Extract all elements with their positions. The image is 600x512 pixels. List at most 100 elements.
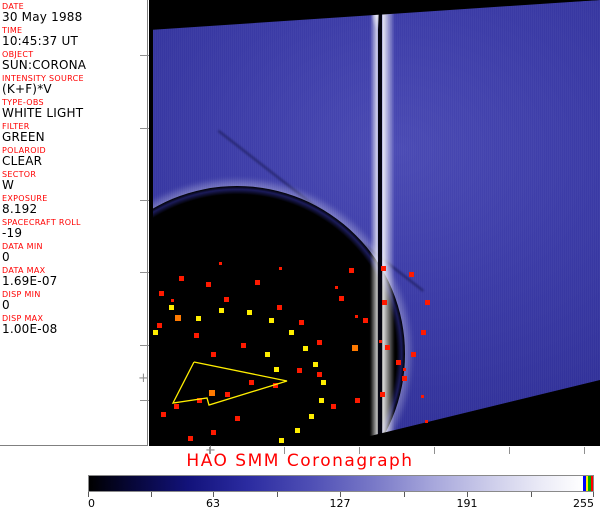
header-field-label: DISP MIN [2, 290, 41, 299]
colorbar-tick-label: 127 [329, 497, 351, 510]
marker-red-square [382, 300, 387, 305]
marker-red-square [380, 392, 385, 397]
header-field: FILTER GREEN [2, 122, 147, 144]
image-tick-bottom [359, 447, 360, 454]
header-field-label: INTENSITY SOURCE [2, 74, 84, 83]
header-field-label: DISP MAX [2, 314, 44, 323]
marker-red-square [241, 343, 246, 348]
marker-yellow-square [295, 428, 300, 433]
header-field-value: -19 [2, 226, 23, 240]
header-field-label: FILTER [2, 122, 30, 131]
header-field-value: 30 May 1988 [2, 10, 83, 24]
pylon-left-glow [370, 0, 378, 446]
header-field: POLAROID CLEAR [2, 146, 147, 168]
colorbar-tick-label: 255 [573, 497, 594, 510]
marker-red-square [211, 352, 216, 357]
header-field-value: 0 [2, 298, 10, 312]
marker-yellow-square [219, 308, 224, 313]
image-tick-bottom [509, 447, 510, 454]
header-field-value: 1.00E-08 [2, 322, 58, 336]
header-field: SPACECRAFT ROLL -19 [2, 218, 147, 240]
header-field: DATA MAX 1.69E-07 [2, 266, 147, 288]
marker-red-square [317, 340, 322, 345]
marker-yellow-square [303, 346, 308, 351]
image-tick-left [140, 128, 149, 129]
header-field-label: DATA MAX [2, 266, 46, 275]
marker-orange-x [175, 315, 181, 321]
marker-red-square [273, 383, 278, 388]
header-field: DISP MIN 0 [2, 290, 147, 312]
colorbar-tick [403, 492, 405, 497]
marker-red-square [349, 268, 354, 273]
marker-red-square [188, 436, 193, 441]
header-field: DATA MIN 0 [2, 242, 147, 264]
colorbar-tick [530, 492, 532, 497]
header-field-label: SPACECRAFT ROLL [2, 218, 81, 227]
header-field-value: WHITE LIGHT [2, 106, 84, 120]
header-field-value: SUN:CORONA [2, 58, 87, 72]
image-header-panel: DATE 30 May 1988 TIME 10:45:37 UT OBJECT SUN:… [0, 0, 148, 446]
colorbar-overlay-stripe [590, 476, 593, 491]
marker-red-square [339, 296, 344, 301]
header-field: DISP MAX 1.00E-08 [2, 314, 147, 336]
pylon-right-glow [382, 0, 394, 446]
header-field: INTENSITY SOURCE (K+F)*V [2, 74, 147, 96]
header-field-value: CLEAR [2, 154, 43, 168]
marker-red-point [171, 299, 174, 302]
marker-red-point [219, 262, 222, 265]
colorbar-overlay-stripe [583, 476, 586, 491]
marker-red-point [355, 315, 358, 318]
colorbar-tick [88, 492, 89, 497]
marker-red-square [411, 352, 416, 357]
marker-orange-x [352, 345, 358, 351]
marker-yellow-square [274, 367, 279, 372]
marker-yellow-square [265, 352, 270, 357]
marker-red-square [299, 320, 304, 325]
marker-red-square [396, 360, 401, 365]
colorbar-tick [276, 492, 278, 497]
marker-red-square [255, 280, 260, 285]
colorbar-tick [212, 492, 214, 497]
marker-red-point [425, 420, 428, 423]
marker-red-square [355, 398, 360, 403]
header-field-label: SECTOR [2, 170, 37, 179]
frame-edge-left [149, 0, 153, 446]
marker-red-square [297, 368, 302, 373]
header-field-value: GREEN [2, 130, 45, 144]
marker-red-square [331, 404, 336, 409]
feature-markers [149, 0, 600, 446]
marker-red-square [235, 416, 240, 421]
header-field-label: OBJECT [2, 50, 34, 59]
image-center-crosshair-left: + [138, 371, 149, 386]
header-field-value: (K+F)*V [2, 82, 52, 96]
marker-yellow-square [289, 330, 294, 335]
header-field-label: EXPOSURE [2, 194, 48, 203]
header-field-label: TIME [2, 26, 23, 35]
marker-red-square [277, 305, 282, 310]
marker-red-square [381, 266, 386, 271]
marker-red-point [379, 340, 382, 343]
image-center-crosshair-bottom: + [205, 443, 216, 458]
marker-yellow-square [279, 438, 284, 443]
marker-yellow-square [169, 305, 174, 310]
marker-red-square [211, 430, 216, 435]
colorbar-tick-label: 0 [88, 497, 95, 510]
marker-red-square [385, 345, 390, 350]
image-tick-left [140, 55, 149, 56]
marker-red-point [421, 395, 424, 398]
marker-yellow-square [269, 318, 274, 323]
header-field: EXPOSURE 8.192 [2, 194, 147, 216]
image-tick-left [140, 200, 149, 201]
pylon-bar [378, 0, 382, 446]
marker-red-square [249, 380, 254, 385]
colorbar-overlay-stripe [585, 476, 588, 491]
colorbar[interactable] [88, 475, 594, 492]
image-tick-bottom [584, 447, 585, 454]
header-field-label: POLAROID [2, 146, 47, 155]
colorbar-axis: 0 63 127 191 255 [88, 492, 594, 512]
colorbar-tick-label: 191 [456, 497, 478, 510]
marker-yellow-square [319, 398, 324, 403]
marker-red-square [194, 333, 199, 338]
marker-red-square [225, 392, 230, 397]
